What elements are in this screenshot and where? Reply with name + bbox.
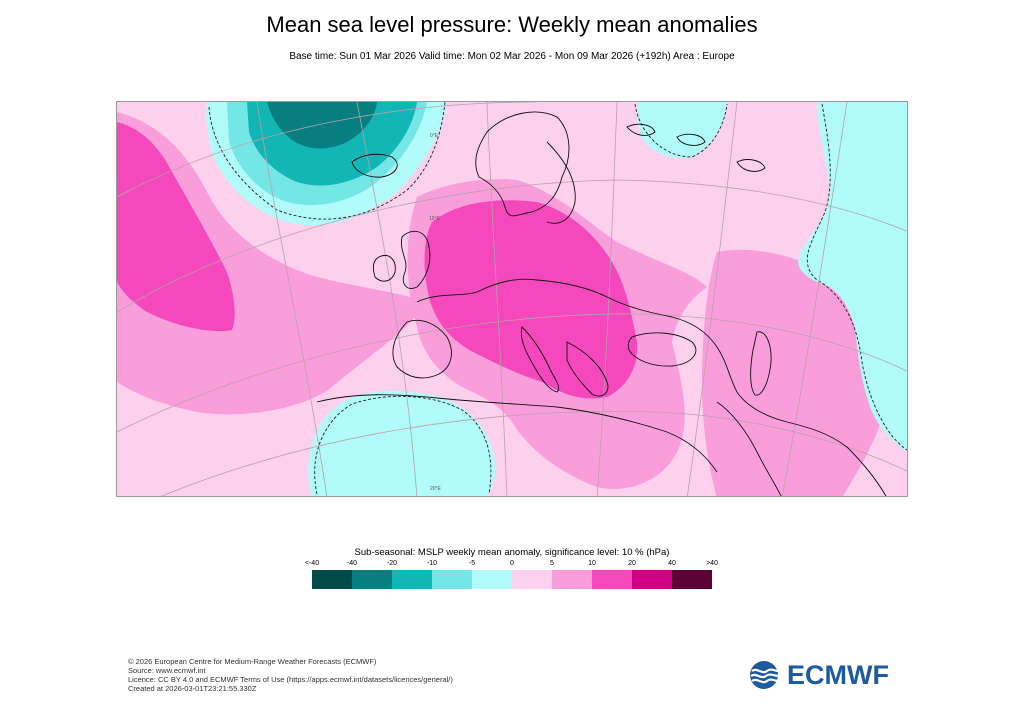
meridian-label: 10°E bbox=[429, 216, 441, 222]
legend-swatch bbox=[432, 570, 472, 589]
meridian-label: 20°E bbox=[430, 486, 442, 492]
anomaly-field-magenta-central bbox=[424, 200, 638, 399]
coastlines bbox=[316, 111, 887, 496]
legend-swatch bbox=[552, 570, 592, 589]
anomaly-field-cyan-northeast bbox=[637, 102, 727, 159]
ecmwf-logo[interactable]: ECMWF bbox=[748, 659, 908, 691]
legend-tick: -10 bbox=[426, 560, 438, 567]
ecmwf-logo-text: ECMWF bbox=[787, 659, 889, 690]
page-subtitle: Base time: Sun 01 Mar 2026 Valid time: M… bbox=[289, 51, 735, 62]
legend-tick: -40 bbox=[346, 560, 358, 567]
legend-tick: -5 bbox=[468, 560, 476, 567]
legend-color-bar bbox=[312, 570, 712, 589]
footer-line: Created at 2026-03-01T23:21:55.330Z bbox=[128, 684, 257, 693]
ecmwf-logo-icon bbox=[750, 661, 782, 689]
meridian-label: 0°E bbox=[430, 133, 439, 139]
legend-title: Sub-seasonal: MSLP weekly mean anomaly, … bbox=[354, 547, 670, 558]
legend-tick: 10 bbox=[588, 560, 596, 567]
legend-swatch bbox=[512, 570, 552, 589]
footer-line: Licence: CC BY 4.0 and ECMWF Terms of Us… bbox=[128, 675, 453, 684]
legend-tick: 0 bbox=[510, 560, 514, 567]
footer-line: Source: www.ecmwf.int bbox=[128, 666, 206, 675]
footer-credits: © 2026 European Centre for Medium-Range … bbox=[128, 657, 453, 693]
footer-line: © 2026 European Centre for Medium-Range … bbox=[128, 657, 377, 666]
legend-tick: <-40 bbox=[304, 560, 320, 567]
legend-swatch bbox=[392, 570, 432, 589]
legend-tick: -20 bbox=[386, 560, 398, 567]
legend-swatch bbox=[632, 570, 672, 589]
legend-swatch bbox=[312, 570, 352, 589]
anomaly-field-pink-west bbox=[117, 112, 427, 415]
anomaly-field-magenta-west bbox=[117, 122, 235, 332]
meridian-labels: 0°E 10°E 20°E bbox=[429, 133, 442, 492]
legend-tick: 40 bbox=[668, 560, 676, 567]
anomaly-field-deepteal-north bbox=[267, 102, 377, 149]
page-title: Mean sea level pressure: Weekly mean ano… bbox=[266, 12, 758, 37]
legend-tick: >40 bbox=[706, 560, 718, 567]
legend-swatch bbox=[672, 570, 712, 589]
legend-swatch bbox=[472, 570, 512, 589]
significance-contours bbox=[208, 102, 907, 495]
color-legend: <-40 -40 -20 -10 -5 0 5 10 20 40 >40 bbox=[305, 560, 718, 590]
legend-swatch bbox=[592, 570, 632, 589]
anomaly-field-pink-east bbox=[702, 249, 888, 496]
legend-tick: 5 bbox=[550, 560, 554, 567]
anomaly-map: 0°E 10°E 20°E bbox=[116, 101, 908, 497]
anomaly-field-cyan-east bbox=[798, 102, 907, 451]
legend-tick: 20 bbox=[628, 560, 636, 567]
anomaly-field-cyan-south bbox=[308, 390, 496, 496]
legend-ticks: <-40 -40 -20 -10 -5 0 5 10 20 40 >40 bbox=[305, 560, 718, 570]
legend-swatch bbox=[352, 570, 392, 589]
